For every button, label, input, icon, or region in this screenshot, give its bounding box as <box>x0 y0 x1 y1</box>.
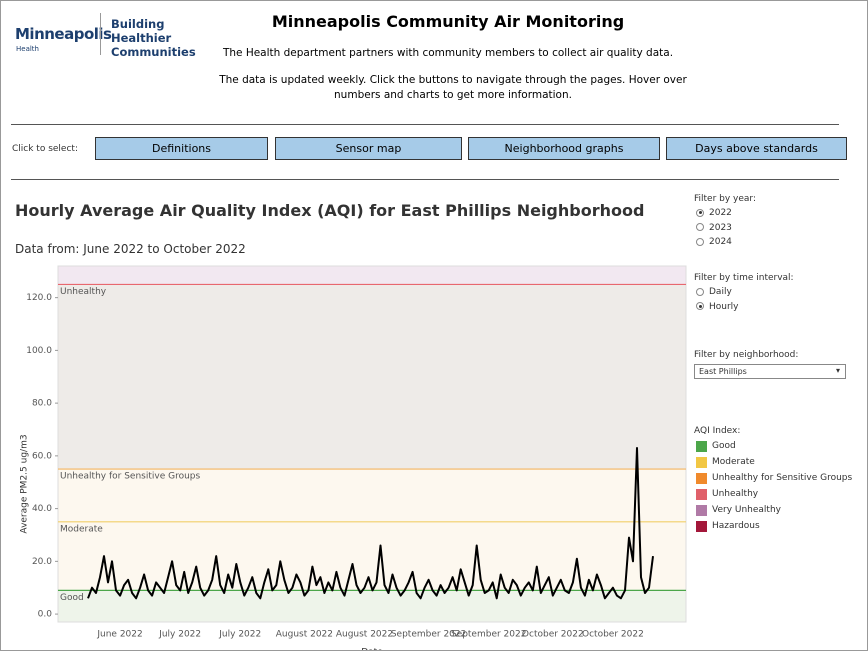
intro: The Health department partners with comm… <box>222 47 674 59</box>
nav-label: Click to select: <box>12 144 78 154</box>
legend-swatch <box>696 441 707 452</box>
page-title: Minneapolis Community Air Monitoring <box>271 12 625 31</box>
legend-label: Good <box>712 441 736 451</box>
legend-swatch <box>696 521 707 532</box>
radio-label: Hourly <box>709 301 739 312</box>
y-tick-label: 40.0 <box>32 504 52 514</box>
y-tick-label: 80.0 <box>32 399 52 409</box>
legend-swatch <box>696 505 707 516</box>
logo: Minneapolis <box>15 25 112 43</box>
nav-button[interactable]: Sensor map <box>275 137 462 160</box>
nav-button[interactable]: Definitions <box>95 137 268 160</box>
x-tick-label: August 2022 <box>336 630 393 640</box>
legend-label: Moderate <box>712 457 755 467</box>
aqi-band <box>58 521 686 591</box>
radio[interactable] <box>696 302 704 310</box>
y-axis-label: Average PM2.5 ug/m3 <box>20 434 30 533</box>
radio-label: 2024 <box>709 237 732 247</box>
filter-label: Filter by year: <box>694 194 757 204</box>
radio-label: 2023 <box>709 222 732 233</box>
dropdown[interactable]: East Phillips ▾ <box>694 364 846 379</box>
radio-option[interactable]: 2022 <box>696 208 732 218</box>
aqi-band <box>58 590 686 622</box>
tagline: Building Healthier Communities <box>111 17 196 59</box>
y-tick-label: 0.0 <box>38 610 53 620</box>
x-tick-label: June 2022 <box>96 630 142 640</box>
data-line <box>87 447 654 600</box>
y-tick-label: 120.0 <box>26 293 52 303</box>
filter-label: Filter by time interval: <box>694 273 794 283</box>
legend-swatch <box>696 489 707 500</box>
logo-sub: Health <box>16 45 39 53</box>
radio[interactable] <box>696 208 704 217</box>
nav-button[interactable]: Neighborhood graphs <box>468 137 660 160</box>
x-tick-label: August 2022 <box>276 630 333 640</box>
dropdown-caret: ▾ <box>835 366 840 375</box>
radio[interactable] <box>696 223 704 231</box>
chart-title: Hourly Average Air Quality Index (AQI) f… <box>15 201 645 220</box>
divider <box>11 124 839 125</box>
aqi-band <box>58 469 686 522</box>
x-tick-label: July 2022 <box>158 630 201 640</box>
legend-swatch <box>696 457 707 468</box>
radio-option[interactable]: 2024 <box>696 237 732 247</box>
legend-label: Hazardous <box>712 521 760 531</box>
divider <box>11 179 839 180</box>
aqi-band <box>58 284 686 470</box>
dropdown-value: East Phillips <box>699 367 747 376</box>
nav-button[interactable]: Days above standards <box>666 137 847 160</box>
radio[interactable] <box>696 237 704 246</box>
threshold-label: Good <box>60 593 84 603</box>
x-tick-label: September 2022 <box>391 630 467 640</box>
y-tick-label: 60.0 <box>32 451 52 461</box>
legend-swatch <box>696 473 707 484</box>
plot-border <box>57 265 687 623</box>
x-tick-label: October 2022 <box>582 630 644 640</box>
chart-subtitle: Data from: June 2022 to October 2022 <box>15 242 246 256</box>
x-axis-label: Date <box>361 648 383 651</box>
threshold-label: Moderate <box>60 524 103 534</box>
legend-title: AQI Index: <box>694 426 741 436</box>
x-tick-label: July 2022 <box>218 630 261 640</box>
y-tick-label: 20.0 <box>32 557 52 567</box>
aqi-band <box>58 266 686 285</box>
logo-divider <box>100 13 101 55</box>
radio-option[interactable]: 2023 <box>696 223 732 233</box>
radio[interactable] <box>696 287 704 296</box>
legend-label: Very Unhealthy <box>712 505 781 515</box>
radio-label: Daily <box>709 287 732 297</box>
radio-option[interactable]: Daily <box>696 287 732 297</box>
radio-label: 2022 <box>709 208 732 218</box>
legend-label: Unhealthy <box>712 489 759 499</box>
x-tick-label: October 2022 <box>522 630 584 640</box>
threshold-label: Unhealthy for Sensitive Groups <box>60 472 201 482</box>
legend-label: Unhealthy for Sensitive Groups <box>712 473 853 483</box>
note: The data is updated weekly. Click the bu… <box>219 74 687 101</box>
threshold-label: Unhealthy <box>60 287 107 297</box>
x-tick-label: September 2022 <box>451 630 527 640</box>
y-tick-label: 100.0 <box>26 346 52 356</box>
radio-option[interactable]: Hourly <box>696 302 739 312</box>
filter-label: Filter by neighborhood: <box>694 350 799 360</box>
